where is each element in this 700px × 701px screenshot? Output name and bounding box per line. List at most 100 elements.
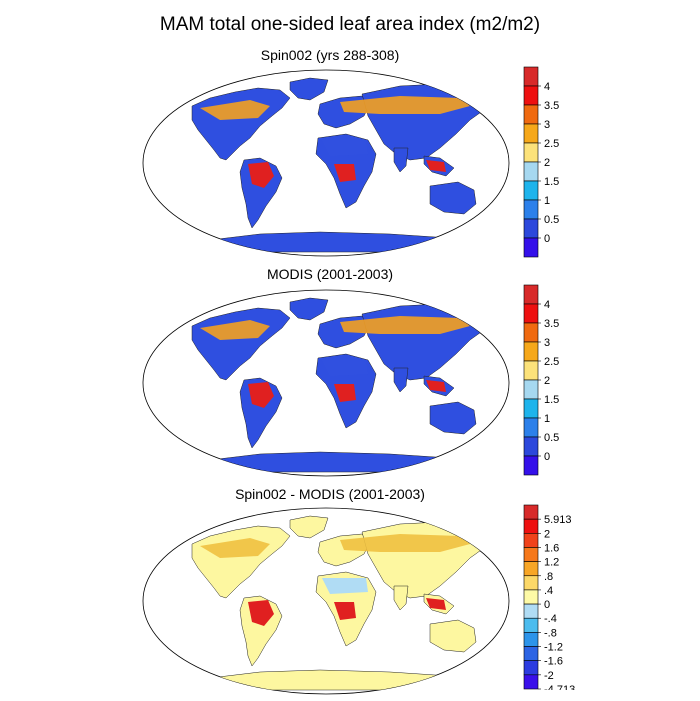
panel-1-title: Spin002 (yrs 288-308) bbox=[260, 47, 400, 63]
boreal-region bbox=[340, 316, 470, 334]
colorbar-tick-label: 1.2 bbox=[544, 557, 559, 569]
continent-greenland bbox=[289, 297, 329, 321]
panel-2-colorbar: 4 3.5 3 2.5 2 1.5 1 0.5 0 bbox=[520, 284, 600, 481]
continent-india bbox=[393, 147, 409, 173]
continent-india bbox=[393, 585, 409, 611]
colorbar-swatch bbox=[523, 617, 539, 633]
colorbar-swatch bbox=[523, 66, 539, 87]
colorbar-swatch bbox=[523, 322, 539, 343]
colorbar-swatch bbox=[523, 161, 539, 182]
colorbar-tick-label: .8 bbox=[544, 571, 553, 583]
colorbar-tick-label: -1.2 bbox=[544, 642, 563, 654]
panel-3-map bbox=[140, 506, 512, 701]
colorbar-swatch bbox=[523, 284, 539, 305]
desert-region bbox=[322, 360, 368, 376]
tropical-forest-region bbox=[248, 162, 274, 188]
colorbar-swatch bbox=[523, 589, 539, 605]
tropical-forest-region bbox=[334, 164, 356, 182]
colorbar-swatch bbox=[523, 360, 539, 381]
tropical-forest-region bbox=[334, 384, 356, 402]
colorbar-tick-label: 1 bbox=[544, 195, 550, 207]
continent-greenland bbox=[289, 77, 329, 101]
colorbar-tick-label: 0.5 bbox=[544, 214, 559, 226]
colorbar-swatch bbox=[523, 341, 539, 362]
colorbar-tick-label: 3.5 bbox=[544, 318, 559, 330]
colorbar-tick-label: 2 bbox=[544, 157, 550, 169]
colorbar-tick-label: -4.713 bbox=[544, 684, 575, 690]
colorbar-swatch bbox=[523, 417, 539, 438]
colorbar-swatch bbox=[523, 504, 539, 520]
colorbar-tick-label: 4 bbox=[544, 299, 550, 311]
colorbar-tick-label: 2 bbox=[544, 528, 550, 540]
colorbar-swatch bbox=[523, 398, 539, 419]
colorbar-tick-label: 1 bbox=[544, 413, 550, 425]
continent-australia bbox=[429, 181, 477, 215]
colorbar-tick-label: -.4 bbox=[544, 613, 557, 625]
panel-3-colorbar-svg: 5.913 2 1.6 1.2 .8 .4 0 -.4 -.8 -1.2 -1.6 -2 -4.713 bbox=[523, 504, 575, 696]
colorbar-tick-label: -.8 bbox=[544, 627, 557, 639]
panel-1-map-svg bbox=[142, 69, 510, 257]
colorbar-tick-label: 4 bbox=[544, 81, 550, 93]
boreal-region bbox=[200, 100, 270, 120]
colorbar-swatch bbox=[523, 180, 539, 201]
colorbar-swatch bbox=[523, 436, 539, 457]
colorbar-tick-label: -2 bbox=[544, 670, 554, 682]
colorbar-tick-label: 2.5 bbox=[544, 356, 559, 368]
tropical-forest-region bbox=[334, 602, 356, 620]
colorbar-swatch bbox=[523, 455, 539, 476]
panel-2-title: MODIS (2001-2003) bbox=[266, 266, 394, 282]
map-land-layer bbox=[191, 515, 489, 691]
panel-2-map bbox=[140, 288, 512, 483]
colorbar-swatch bbox=[523, 674, 539, 690]
colorbar-tick-label: 0 bbox=[544, 451, 550, 463]
colorbar-swatch bbox=[523, 199, 539, 220]
colorbar-swatch bbox=[523, 379, 539, 400]
panel-2-colorbar-svg: 4 3.5 3 2.5 2 1.5 1 0.5 0 bbox=[523, 284, 559, 476]
continent-india bbox=[393, 367, 409, 393]
colorbar-swatch bbox=[523, 85, 539, 106]
continent-australia bbox=[429, 619, 477, 653]
map-land-layer bbox=[191, 77, 489, 253]
colorbar-swatch bbox=[523, 603, 539, 619]
desert-region bbox=[322, 140, 368, 156]
colorbar-swatch bbox=[523, 547, 539, 562]
boreal-region bbox=[340, 96, 470, 114]
panel-1-colorbar: 4 3.5 3 2.5 2 1.5 1 0.5 0 bbox=[520, 66, 600, 263]
colorbar-swatch bbox=[523, 561, 539, 577]
desert-region bbox=[322, 578, 368, 594]
colorbar-tick-label: -1.6 bbox=[544, 656, 563, 668]
panel-2-map-svg bbox=[142, 289, 510, 477]
figure-title: MAM total one-sided leaf area index (m2/… bbox=[159, 14, 541, 35]
tropical-forest-region bbox=[426, 160, 446, 172]
colorbar-swatch bbox=[523, 575, 539, 591]
colorbar-swatch bbox=[523, 104, 539, 125]
colorbar-tick-label: 3 bbox=[544, 119, 550, 131]
colorbar-tick-label: .4 bbox=[544, 585, 553, 597]
colorbar-swatch bbox=[523, 518, 539, 534]
colorbar-tick-label: 0 bbox=[544, 599, 550, 611]
colorbar-tick-label: 0 bbox=[544, 233, 550, 245]
tropical-forest-region bbox=[248, 382, 274, 408]
boreal-region bbox=[200, 538, 270, 558]
panel-3-title: Spin002 - MODIS (2001-2003) bbox=[235, 486, 425, 502]
colorbar-tick-label: 2.5 bbox=[544, 138, 559, 150]
colorbar-tick-label: 1.6 bbox=[544, 542, 559, 554]
colorbar-swatch bbox=[523, 237, 539, 258]
colorbar-swatch bbox=[523, 142, 539, 163]
colorbar-tick-label: 3.5 bbox=[544, 100, 559, 112]
colorbar-tick-label: 3 bbox=[544, 337, 550, 349]
tropical-forest-region bbox=[426, 380, 446, 392]
colorbar-swatch bbox=[523, 218, 539, 239]
continent-greenland bbox=[289, 515, 329, 539]
colorbar-tick-label: 1.5 bbox=[544, 394, 559, 406]
colorbar-swatch bbox=[523, 660, 539, 676]
colorbar-tick-label: 1.5 bbox=[544, 176, 559, 188]
boreal-region bbox=[340, 534, 470, 552]
continent-australia bbox=[429, 401, 477, 435]
colorbar-tick-label: 2 bbox=[544, 375, 550, 387]
colorbar-swatch bbox=[523, 123, 539, 144]
colorbar-swatch bbox=[523, 646, 539, 661]
panel-3-colorbar: 5.913 2 1.6 1.2 .8 .4 0 -.4 -.8 -1.2 -1.6 -2 -4.713 bbox=[520, 504, 600, 696]
panel-3-map-svg bbox=[142, 507, 510, 695]
tropical-forest-region bbox=[248, 600, 274, 626]
